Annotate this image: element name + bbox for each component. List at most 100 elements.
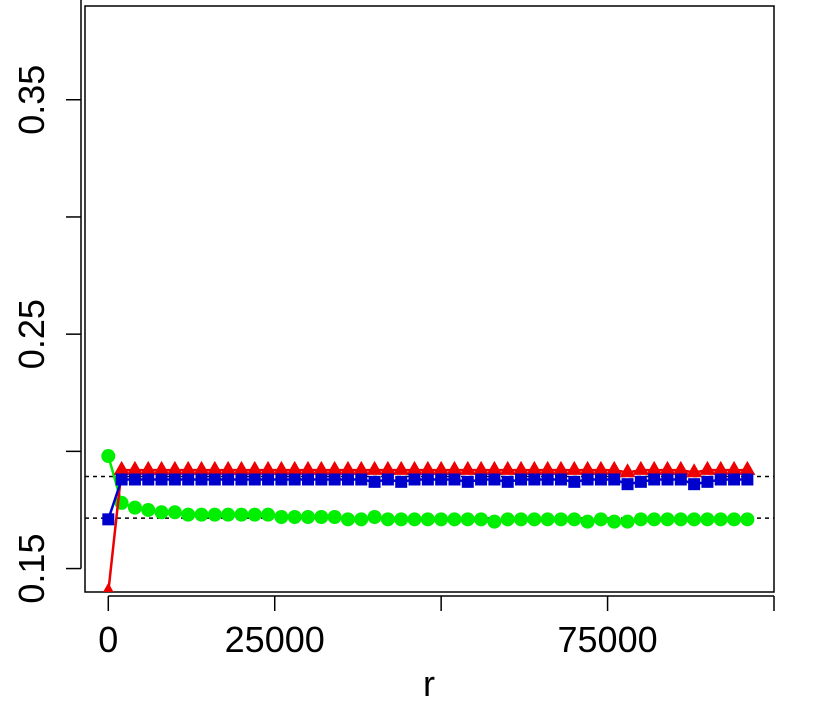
data-point: [300, 460, 317, 475]
series-2: [102, 473, 754, 526]
data-point: [126, 460, 143, 475]
data-point: [459, 460, 476, 475]
data-point: [113, 460, 130, 475]
data-point: [741, 473, 754, 486]
data-point: [395, 475, 408, 488]
data-point: [366, 460, 383, 475]
data-point: [634, 475, 647, 488]
data-point: [527, 512, 542, 527]
data-point: [262, 473, 275, 486]
data-point: [674, 473, 687, 486]
data-point: [608, 473, 621, 486]
data-point: [660, 512, 675, 527]
data-point: [487, 514, 502, 529]
data-point: [672, 460, 689, 475]
data-point: [486, 460, 503, 475]
data-point: [740, 512, 755, 527]
series-0: [101, 449, 755, 529]
data-point: [434, 512, 449, 527]
data-point: [541, 473, 554, 486]
data-point: [540, 512, 555, 527]
data-point: [248, 473, 261, 486]
x-tick-label: 75000: [558, 619, 658, 660]
data-point: [726, 460, 743, 475]
data-point: [355, 473, 368, 486]
data-point: [739, 460, 756, 475]
data-point: [473, 460, 490, 475]
data-point: [380, 512, 395, 527]
data-point: [260, 460, 277, 475]
data-point: [406, 460, 423, 475]
data-point: [647, 512, 662, 527]
data-point: [581, 473, 594, 486]
data-point: [713, 512, 728, 527]
data-point: [700, 512, 715, 527]
x-axis: 0 25000 75000: [98, 595, 775, 660]
data-point: [699, 460, 716, 475]
data-point: [140, 460, 157, 475]
data-point: [182, 473, 195, 486]
data-point: [168, 473, 181, 486]
data-point: [354, 512, 369, 527]
data-point: [286, 460, 303, 475]
data-point: [193, 460, 210, 475]
data-point: [673, 512, 688, 527]
data-point: [501, 475, 514, 488]
data-point: [648, 473, 661, 486]
data-point: [567, 512, 582, 527]
data-point: [500, 512, 515, 527]
data-point: [606, 460, 623, 475]
data-point: [448, 473, 461, 486]
data-point: [688, 478, 701, 491]
data-point: [102, 513, 115, 526]
series-1: [103, 460, 756, 592]
x-tick-label: 25000: [225, 619, 325, 660]
data-point: [592, 460, 609, 475]
data-point: [539, 460, 556, 475]
data-point: [327, 509, 342, 524]
data-point: [553, 512, 568, 527]
data-point: [701, 475, 714, 488]
data-point: [207, 507, 222, 522]
data-point: [233, 460, 250, 475]
data-point: [633, 512, 648, 527]
data-point: [420, 512, 435, 527]
series-layer: [101, 449, 756, 592]
data-point: [314, 509, 329, 524]
data-point: [712, 460, 729, 475]
data-point: [528, 473, 541, 486]
data-point: [515, 473, 528, 486]
series-line: [107, 468, 748, 592]
data-point: [659, 460, 676, 475]
data-point: [273, 460, 290, 475]
data-point: [661, 473, 674, 486]
data-point: [128, 473, 141, 486]
data-point: [461, 475, 474, 488]
data-point: [367, 509, 382, 524]
data-point: [646, 460, 663, 475]
data-point: [302, 473, 315, 486]
data-point: [261, 507, 276, 522]
data-point: [194, 507, 209, 522]
data-point: [368, 475, 381, 488]
data-point: [181, 507, 196, 522]
data-point: [246, 460, 263, 475]
data-point: [408, 473, 421, 486]
data-point: [619, 463, 636, 478]
data-point: [167, 505, 182, 520]
data-point: [499, 460, 516, 475]
data-point: [474, 512, 489, 527]
data-point: [222, 473, 235, 486]
data-point: [103, 582, 114, 592]
data-point: [727, 512, 742, 527]
data-point: [206, 460, 223, 475]
x-tick-label: 0: [98, 619, 118, 660]
data-point: [220, 460, 237, 475]
data-point: [620, 514, 635, 529]
data-point: [142, 473, 155, 486]
data-point: [221, 507, 236, 522]
data-point: [275, 473, 288, 486]
data-point: [315, 473, 328, 486]
data-point: [166, 460, 183, 475]
